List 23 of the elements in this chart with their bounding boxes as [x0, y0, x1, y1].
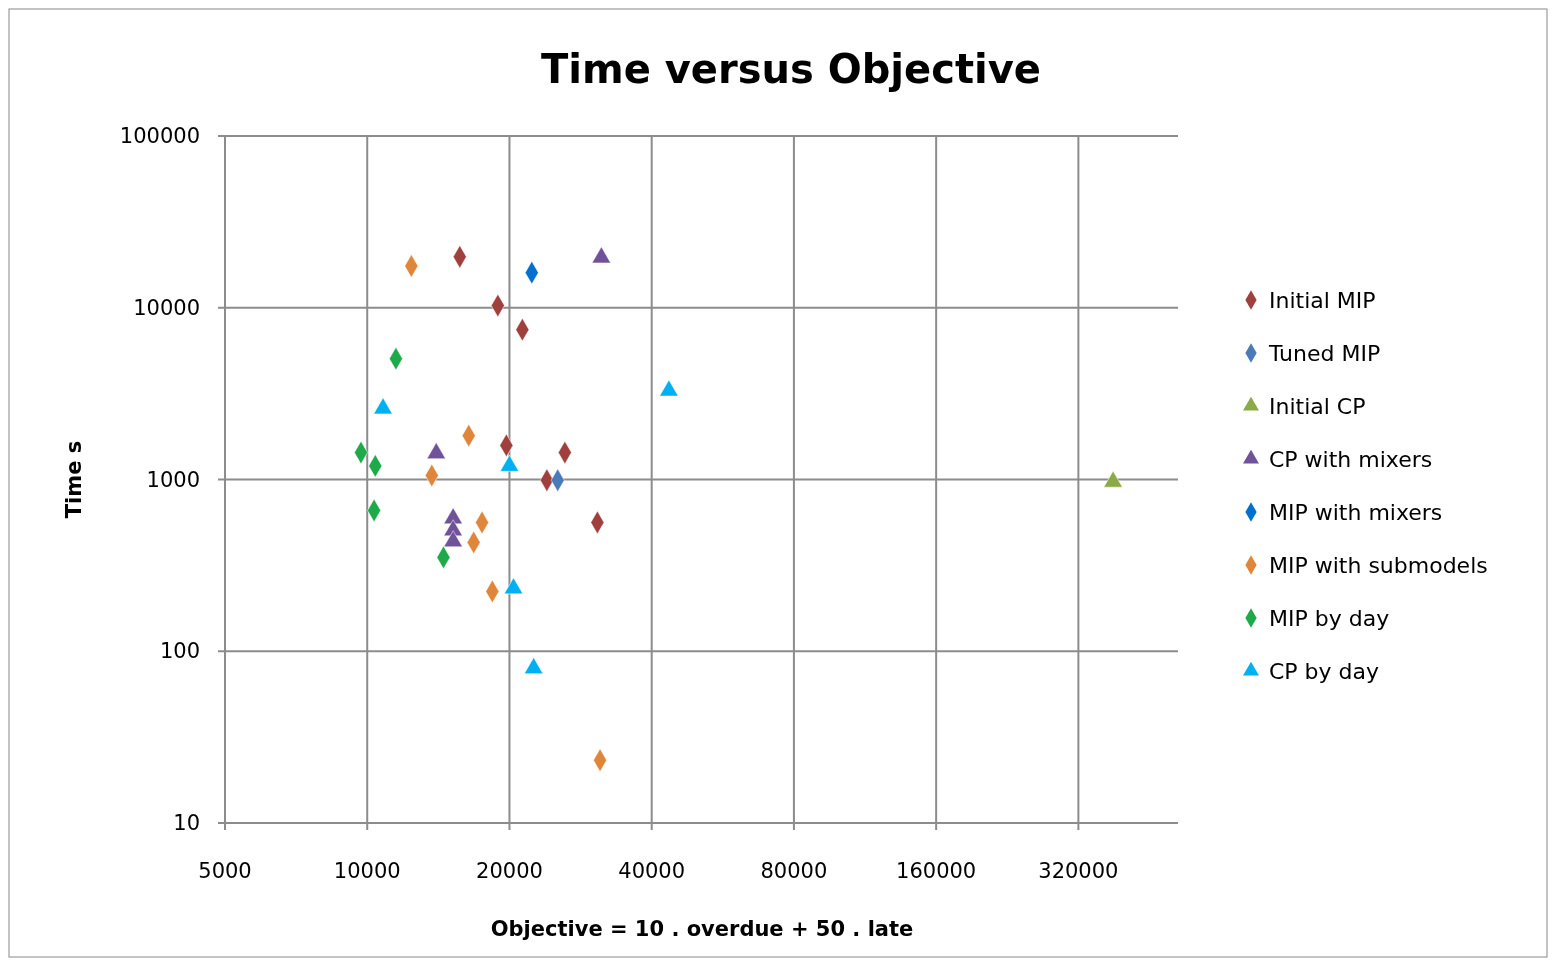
y-axis-title: Time s — [62, 440, 86, 519]
legend-label: CP with mixers — [1269, 447, 1433, 472]
x-tick-label: 320000 — [1038, 859, 1119, 883]
x-tick-label: 40000 — [618, 859, 686, 883]
legend-label: CP by day — [1269, 659, 1380, 684]
x-tick-label: 80000 — [760, 859, 828, 883]
legend-label: MIP by day — [1269, 606, 1390, 631]
chart-title: Time versus Objective — [541, 46, 1041, 92]
legend-label: MIP with submodels — [1269, 553, 1488, 578]
legend-label: Initial CP — [1269, 394, 1366, 419]
x-axis-title: Objective = 10 . overdue + 50 . late — [490, 917, 914, 941]
legend-label: Initial MIP — [1269, 288, 1376, 313]
x-tick-label: 20000 — [476, 859, 543, 883]
x-tick-label: 10000 — [333, 859, 401, 883]
y-tick-label: 1000 — [146, 467, 200, 492]
y-tick-label: 100000 — [119, 124, 200, 148]
legend-label: Tuned MIP — [1268, 341, 1381, 366]
y-tick-label: 10 — [173, 811, 200, 835]
y-tick-label: 10000 — [133, 295, 200, 320]
x-tick-label: 160000 — [896, 859, 977, 883]
y-tick-label: 100 — [159, 639, 200, 664]
legend-label: MIP with mixers — [1269, 500, 1443, 525]
x-tick-label: 5000 — [198, 859, 252, 883]
